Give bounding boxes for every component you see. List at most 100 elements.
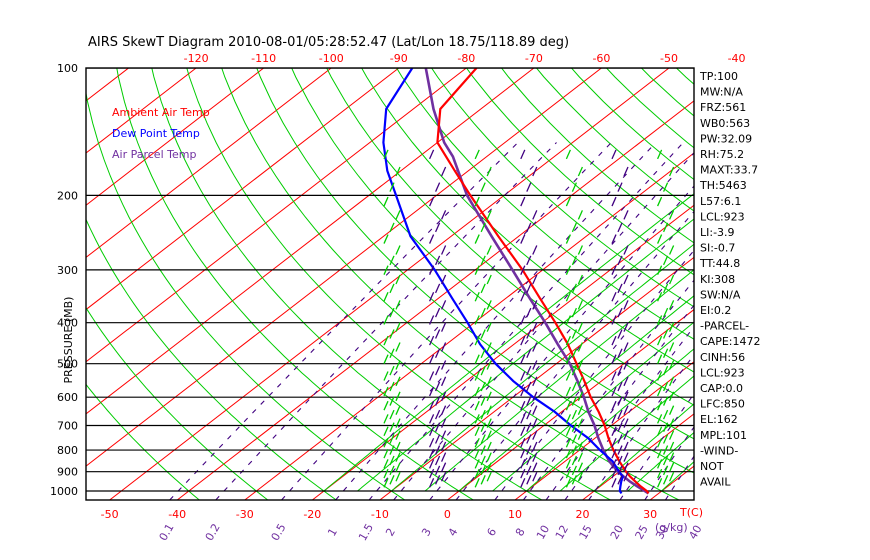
isotherm-lines bbox=[86, 68, 694, 500]
wind-barb bbox=[571, 182, 577, 192]
wind-barb bbox=[571, 329, 577, 339]
wind-barb bbox=[532, 471, 538, 482]
wind-barb bbox=[389, 255, 395, 266]
wind-barb bbox=[441, 391, 447, 402]
mixing-ratio-tick-label: 12 bbox=[553, 523, 571, 542]
wind-barb bbox=[383, 371, 389, 381]
wind-barb bbox=[441, 405, 447, 415]
isotherm-line bbox=[86, 68, 535, 415]
pressure-axis: 100 200 300 400 500 600 700 800 900 1000 bbox=[50, 62, 78, 498]
wind-barb bbox=[623, 300, 629, 310]
top-temp-tick-label: -60 bbox=[592, 52, 610, 65]
wind-barb bbox=[532, 405, 538, 415]
wind-barb bbox=[441, 274, 447, 285]
wind-barb bbox=[663, 465, 669, 476]
wind-barb bbox=[474, 335, 480, 346]
pressure-tick-label: 100 bbox=[57, 62, 78, 75]
wind-barb bbox=[435, 455, 441, 466]
wind-barb bbox=[623, 418, 629, 428]
wind-barb bbox=[389, 381, 395, 392]
index-sw: SW:N/A bbox=[700, 288, 741, 301]
wind-barb bbox=[435, 307, 441, 318]
dry-adiabat-line bbox=[326, 68, 694, 406]
index-l57: L57:6.1 bbox=[700, 195, 741, 208]
wind-barb bbox=[520, 149, 526, 160]
index-wind: -WIND- bbox=[700, 444, 738, 457]
wind-barb bbox=[383, 448, 389, 459]
top-temp-tick-label: -100 bbox=[319, 52, 344, 65]
wind-barb bbox=[669, 391, 675, 402]
wind-barb bbox=[623, 322, 629, 332]
dry-adiabat-line bbox=[86, 218, 337, 500]
wind-barb bbox=[669, 430, 675, 440]
wind-barb bbox=[383, 400, 389, 411]
wind-barb bbox=[571, 396, 577, 406]
wind-barb bbox=[435, 381, 441, 392]
wind-barb bbox=[383, 478, 389, 488]
wind-barb bbox=[526, 255, 532, 266]
wind-barb bbox=[571, 222, 577, 233]
wind-barb bbox=[383, 292, 389, 302]
wind-barb bbox=[486, 360, 492, 370]
wind-barb bbox=[571, 445, 577, 455]
pressure-tick-label: 900 bbox=[57, 466, 78, 479]
wind-barb bbox=[395, 245, 401, 255]
wind-barb bbox=[486, 245, 492, 255]
wind-barb bbox=[623, 360, 629, 370]
wind-barb bbox=[480, 409, 486, 420]
isotherm-line bbox=[86, 68, 197, 154]
wind-barb bbox=[611, 149, 617, 160]
bottom-temp-tick-label: 30 bbox=[643, 508, 657, 521]
wind-barb bbox=[474, 448, 480, 459]
parcel-temp-curve bbox=[424, 68, 650, 495]
wind-barb bbox=[617, 329, 623, 339]
wind-barb bbox=[486, 452, 492, 462]
wind-barb bbox=[611, 265, 617, 275]
dry-adiabat-line bbox=[86, 90, 406, 500]
wind-barb bbox=[577, 360, 583, 370]
wind-barb bbox=[383, 386, 389, 397]
wind-barb bbox=[520, 265, 526, 275]
wind-barb bbox=[395, 391, 401, 402]
wind-barb bbox=[532, 452, 538, 462]
wind-barb bbox=[520, 386, 526, 397]
wind-barb bbox=[623, 166, 629, 177]
wind-barb bbox=[532, 210, 538, 220]
legend-item-1: Ambient Air Temp bbox=[112, 106, 210, 119]
dry-adiabat-line bbox=[151, 68, 543, 500]
pressure-tick-label: 1000 bbox=[50, 485, 78, 498]
wind-barb bbox=[617, 365, 623, 376]
wind-barb bbox=[669, 360, 675, 370]
wind-barb bbox=[571, 307, 577, 318]
wind-barb bbox=[526, 434, 532, 444]
wind-barb bbox=[663, 409, 669, 420]
wind-barb bbox=[623, 430, 629, 440]
wind-barb bbox=[623, 342, 629, 352]
wind-barb bbox=[611, 386, 617, 397]
wind-barb bbox=[526, 283, 532, 294]
index-tt: TT:44.8 bbox=[699, 257, 740, 270]
wind-barb bbox=[435, 465, 441, 476]
wind-barb bbox=[520, 371, 526, 381]
wind-barb bbox=[486, 376, 492, 387]
wind-barb bbox=[611, 414, 617, 424]
dry-adiabat-line bbox=[431, 68, 694, 308]
isotherm-line bbox=[109, 68, 670, 500]
wind-barb bbox=[441, 441, 447, 452]
top-temp-tick-label: -90 bbox=[390, 52, 408, 65]
wind-barb bbox=[441, 418, 447, 428]
wind-barb bbox=[663, 283, 669, 294]
wind-barb bbox=[565, 414, 571, 424]
wind-barb bbox=[571, 348, 577, 358]
index-frz: FRZ:561 bbox=[700, 101, 746, 114]
isotherm-line bbox=[176, 100, 694, 500]
wind-barb bbox=[611, 437, 617, 448]
mixing-ratio-tick-label: 30 bbox=[653, 523, 671, 542]
wind-barb bbox=[429, 400, 435, 411]
wind-barb bbox=[395, 274, 401, 285]
pressure-tick-label: 600 bbox=[57, 391, 78, 404]
wind-barb bbox=[617, 434, 623, 444]
moist-adiabat-lines bbox=[323, 193, 694, 492]
bottom-temp-tick-label: -30 bbox=[236, 508, 254, 521]
